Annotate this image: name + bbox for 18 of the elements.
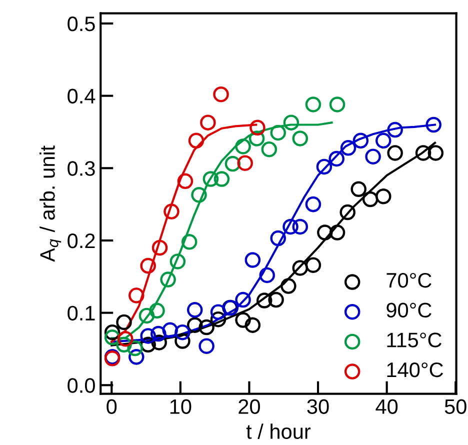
- y-tick-label: 0.3: [68, 161, 95, 176]
- x-tick-label: 20: [238, 399, 260, 414]
- y-tick-label: 0.5: [68, 16, 95, 32]
- y-tick-label: 0.4: [68, 88, 96, 104]
- x-tick-label: 50: [444, 399, 466, 414]
- y-tick-label: 0.1: [68, 306, 95, 321]
- x-tick-label: 30: [307, 399, 329, 414]
- x-tick-label: 10: [170, 399, 192, 414]
- legend-label: 115°C: [387, 332, 442, 348]
- x-axis-title: t / hour: [246, 424, 311, 439]
- legend-label: 90°C: [386, 302, 432, 318]
- x-tick-label: 0: [106, 399, 117, 414]
- y-tick-label: 0.0: [68, 378, 95, 393]
- y-tick-label: 0.2: [68, 233, 95, 248]
- legend-label: 70°C: [386, 272, 432, 288]
- y-axis-title: A$_{q}$ / arb. unit: [40, 146, 62, 262]
- legend-label: 140°C: [387, 362, 444, 378]
- x-tick-label: 40: [376, 399, 398, 414]
